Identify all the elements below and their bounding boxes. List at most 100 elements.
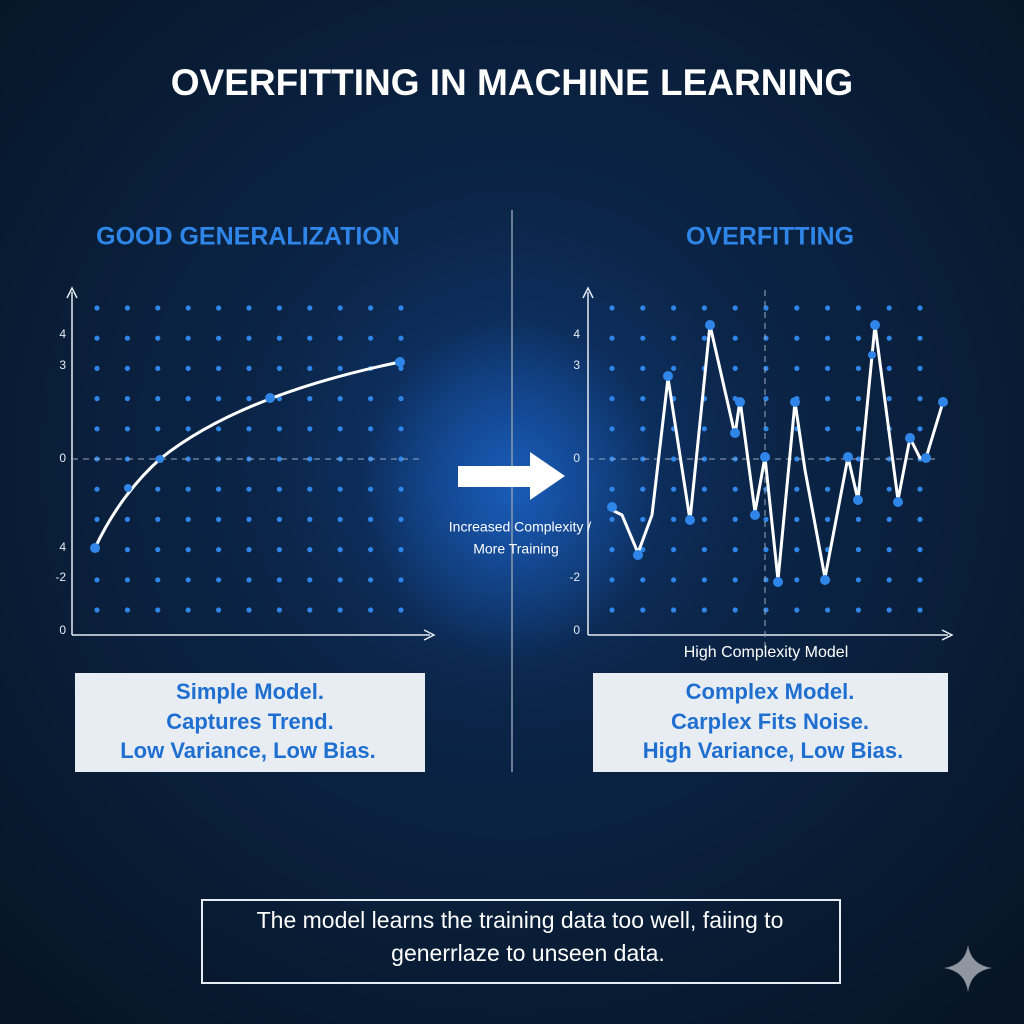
- grid-dot: [732, 607, 738, 613]
- grid-dot: [640, 607, 646, 613]
- grid-dot: [307, 426, 313, 432]
- dot-grid: [94, 305, 923, 613]
- grid-dot: [246, 547, 252, 553]
- grid-dot: [886, 305, 892, 311]
- grid-dot: [855, 426, 862, 432]
- grid-dot: [307, 577, 313, 583]
- grid-dot: [732, 516, 738, 523]
- grid-dot: [855, 607, 862, 613]
- grid-dot: [246, 607, 252, 613]
- grid-dot: [155, 607, 161, 613]
- grid-dot: [185, 426, 191, 432]
- grid-dot: [886, 547, 892, 553]
- grid-dot: [94, 365, 100, 371]
- title: OVERFITTING IN MACHINE LEARNING: [171, 62, 853, 103]
- grid-dot: [276, 305, 282, 311]
- grid-dot: [732, 335, 738, 341]
- grid-dot: [732, 486, 738, 492]
- grid-dot: [398, 577, 404, 583]
- grid-dot: [701, 607, 708, 613]
- grid-dot: [671, 607, 677, 613]
- grid-dot: [124, 365, 130, 371]
- grid-dot: [609, 486, 615, 492]
- grid-dot: [855, 335, 862, 341]
- grid-dot: [185, 547, 191, 553]
- grid-dot: [307, 516, 313, 523]
- grid-dot: [398, 486, 404, 492]
- grid-dot: [124, 396, 130, 402]
- grid-dot: [94, 486, 100, 492]
- grid-dot: [609, 607, 615, 613]
- grid-dot: [155, 486, 161, 492]
- grid-dot: [216, 335, 222, 341]
- grid-dot: [855, 396, 862, 402]
- grid-dot: [855, 516, 862, 523]
- highlight-points: [607, 320, 948, 587]
- grid-dot: [732, 365, 738, 371]
- grid-dot: [640, 516, 646, 523]
- caption-line: Carplex Fits Noise.: [671, 709, 869, 734]
- grid-dot: [794, 547, 800, 553]
- grid-dot: [94, 577, 100, 583]
- x-axis-label: High Complexity Model: [684, 644, 849, 661]
- arrow-label: Increased Complexity /: [449, 519, 592, 535]
- grid-dot: [246, 516, 252, 523]
- grid-dot: [155, 577, 161, 583]
- grid-dot: [917, 607, 923, 613]
- grid-dot: [307, 486, 313, 492]
- grid-dot: [825, 335, 831, 341]
- caption-box: [593, 673, 948, 772]
- grid-dot: [763, 305, 769, 311]
- grid-dot: [398, 547, 404, 553]
- fit-curve: [93, 360, 401, 549]
- grid-dot: [124, 516, 130, 523]
- grid-dot: [763, 607, 769, 613]
- grid-dot: [94, 335, 100, 341]
- grid-dot: [185, 396, 191, 402]
- grid-dot: [276, 547, 282, 553]
- grid-dot: [671, 335, 677, 341]
- grid-dot: [276, 486, 282, 492]
- grid-dot: [216, 396, 222, 402]
- grid-dot: [732, 305, 738, 311]
- grid-dot: [368, 426, 374, 432]
- grid-dot: [94, 305, 100, 311]
- grid-dot: [185, 607, 191, 613]
- grid-dot: [886, 396, 892, 402]
- grid-dot: [216, 305, 222, 311]
- arrow: [458, 452, 565, 500]
- grid-dot: [94, 396, 100, 402]
- grid-dot: [246, 305, 252, 311]
- grid-dot: [368, 547, 374, 553]
- grid-dot: [307, 305, 313, 311]
- grid-dot: [124, 335, 130, 341]
- grid-dot: [609, 335, 615, 341]
- grid-dot: [185, 516, 191, 523]
- grid-dot: [794, 486, 800, 492]
- tick-labels: 4 3 0 4 -2 0 4 3 0 -2 0: [55, 327, 580, 637]
- grid-dot: [276, 335, 282, 341]
- sparkle-icon: [944, 945, 992, 992]
- grid-dot: [337, 607, 343, 613]
- grid-dot: [368, 396, 374, 402]
- y-tick-label: 4: [59, 327, 66, 341]
- grid-dot: [124, 577, 130, 583]
- y-tick-label: 0: [59, 623, 66, 637]
- grid-dot: [825, 305, 831, 311]
- grid-dot: [155, 335, 161, 341]
- grid-dot: [640, 335, 646, 341]
- grid-dot: [216, 486, 222, 492]
- grid-dot: [398, 396, 404, 402]
- arrow-label: More Training: [473, 541, 559, 557]
- grid-dot: [337, 547, 343, 553]
- panel-heading: GOOD GENERALIZATION: [96, 223, 400, 251]
- grid-dot: [701, 547, 708, 553]
- grid-dot: [246, 396, 252, 402]
- grid-dot: [398, 365, 404, 371]
- grid-dot: [701, 516, 708, 523]
- grid-dot: [671, 305, 677, 311]
- grid-dot: [185, 456, 191, 462]
- grid-dot: [307, 547, 313, 553]
- grid-dot: [671, 547, 677, 553]
